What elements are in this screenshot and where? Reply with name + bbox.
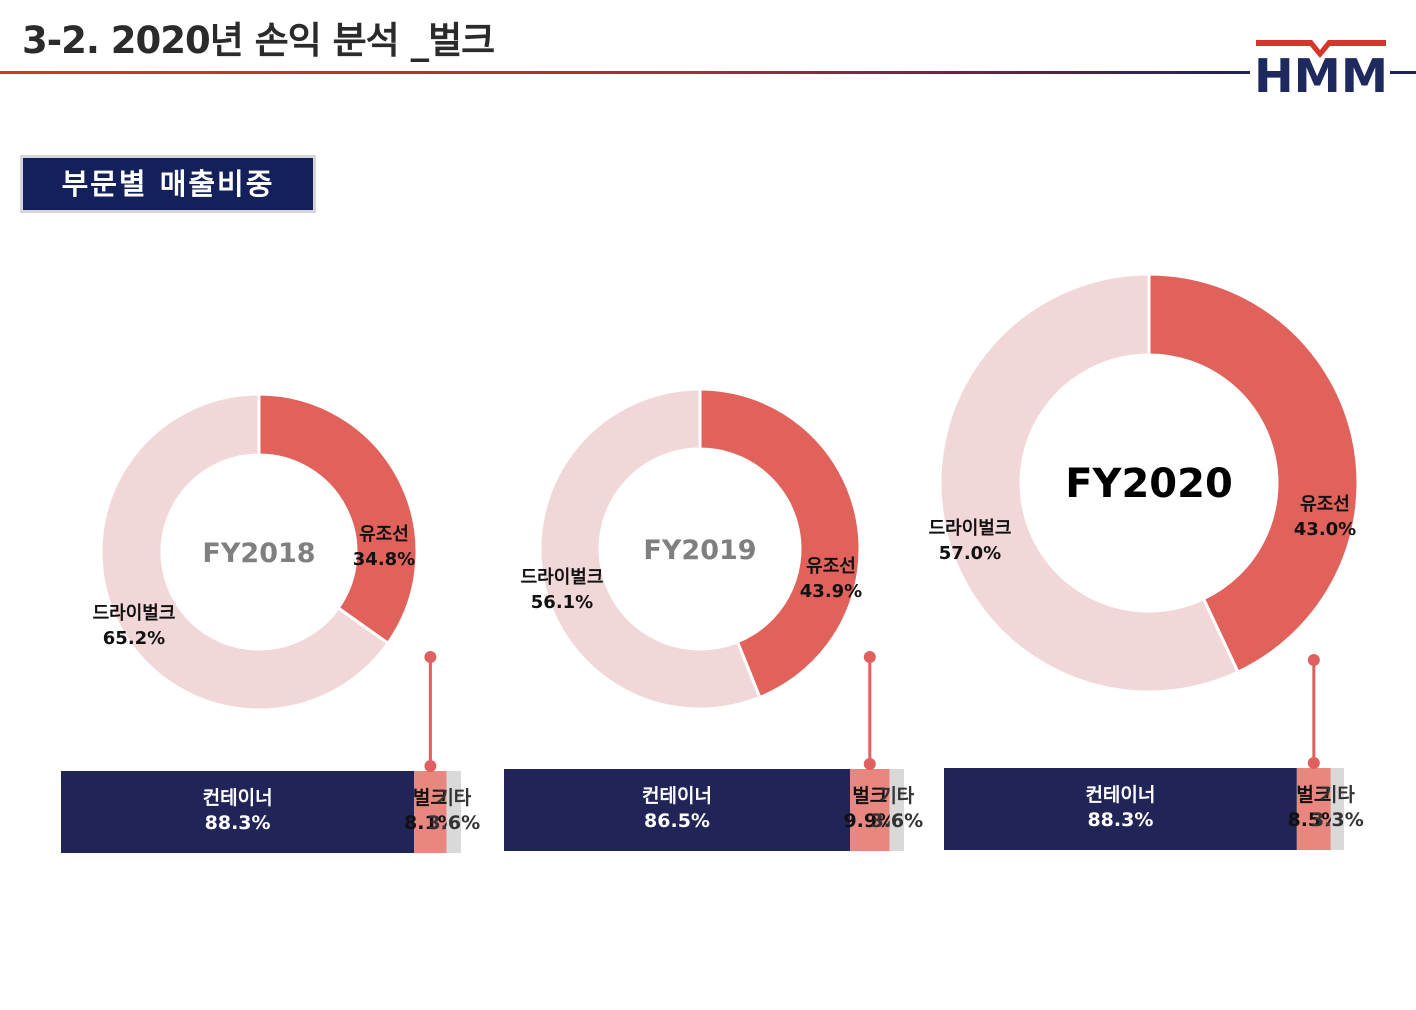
container-segment-label: 컨테이너 88.3%: [1085, 784, 1155, 831]
other-segment: [1330, 768, 1344, 850]
connector-dot-top: [863, 651, 876, 663]
container-segment-label: 컨테이너 86.5%: [642, 785, 712, 832]
connector-dot-top: [424, 651, 437, 663]
bulk-segment: [1296, 768, 1331, 850]
bulk-segment: [850, 769, 890, 851]
tanker-label: 유조선 43.9%: [800, 556, 862, 602]
center-label: FY2020: [1065, 461, 1233, 507]
dry-bulk-label: 드라이벌크 56.1%: [521, 567, 604, 613]
other-segment: [889, 769, 904, 851]
other-segment-label: 기타 3.3%: [1311, 784, 1364, 831]
chart-group-fy2019: FY2019 유조선 43.9% 드라이벌크 56.1% 컨테이너 86.5% 벌크 9.9%기…: [504, 387, 923, 851]
dry-bulk-label: 드라이벌크 65.2%: [93, 603, 176, 649]
title-divider: [0, 71, 1250, 74]
bulk-segment: [414, 771, 447, 853]
dry-bulk-slice: [99, 392, 391, 712]
bulk-segment-label: 벌크 9.9%: [843, 785, 896, 832]
container-segment: [61, 771, 415, 853]
center-label: FY2018: [202, 538, 315, 569]
tanker-slice: [1147, 272, 1360, 675]
connector-dot-bottom: [1307, 757, 1320, 769]
connector-dot-bottom: [863, 758, 876, 770]
chart-group-fy2020: FY2020 유조선 43.0% 드라이벌크 57.0% 컨테이너 88.3% 벌크 8.5%기…: [929, 272, 1364, 850]
dry-bulk-label: 드라이벌크 57.0%: [929, 518, 1012, 564]
dry-bulk-slice: [538, 387, 762, 711]
tanker-slice: [257, 392, 419, 646]
bulk-segment-label: 벌크 8.5%: [1287, 784, 1340, 831]
connector-dot-bottom: [424, 760, 437, 772]
center-label: FY2019: [643, 535, 756, 566]
container-segment-label: 컨테이너 88.3%: [203, 787, 273, 834]
other-segment-label: 기타 3.6%: [870, 785, 923, 832]
tanker-label: 유조선 43.0%: [1294, 494, 1356, 540]
bulk-segment-label: 벌크 8.1%: [404, 787, 457, 834]
connector-dot-top: [1307, 654, 1320, 666]
other-segment: [446, 771, 461, 853]
tanker-label: 유조선 34.8%: [353, 524, 415, 570]
logo-text: HMM: [1254, 49, 1388, 96]
dry-bulk-slice: [938, 272, 1240, 694]
page-title: 3-2. 2020년 손익 분석 _벌크: [22, 19, 495, 62]
container-segment: [504, 769, 850, 851]
tanker-slice: [698, 387, 862, 700]
hmm-logo: HMM: [1254, 40, 1388, 96]
other-segment-label: 기타 3.6%: [427, 787, 480, 834]
container-segment: [944, 768, 1297, 850]
title-divider-end: [1390, 71, 1416, 74]
logo-flag-icon: [1256, 40, 1386, 58]
section-tag: 부문별 매출비중: [20, 155, 316, 213]
chart-group-fy2018: FY2018 유조선 34.8% 드라이벌크 65.2% 컨테이너 88.3% 벌크 8.1%기…: [61, 392, 480, 853]
